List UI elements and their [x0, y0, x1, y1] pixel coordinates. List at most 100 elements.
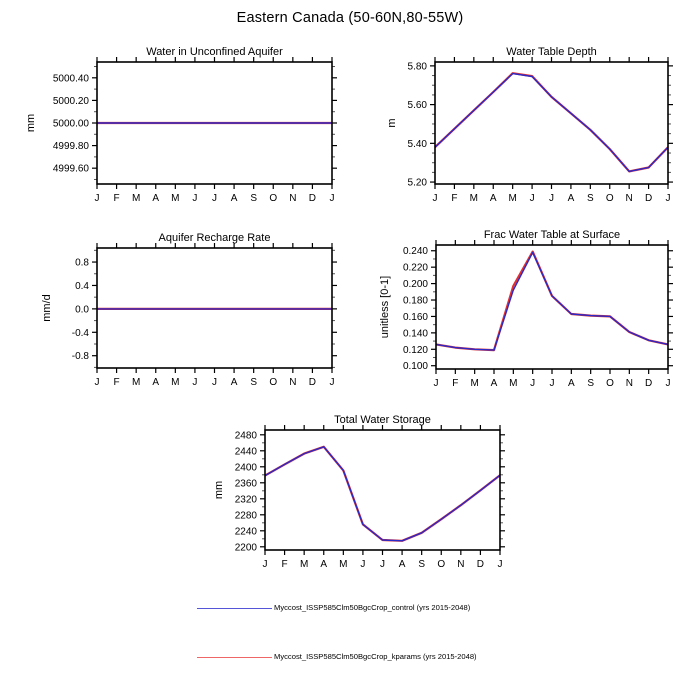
- x-tick-label: M: [132, 377, 140, 388]
- series-line-control: [435, 251, 669, 351]
- x-tick-label: D: [309, 377, 316, 388]
- page-title: Eastern Canada (50-60N,80-55W): [236, 10, 464, 26]
- x-tick-label: M: [470, 193, 478, 204]
- legend-item-kparams: Myccost_ISSP585Clm50BgcCrop_kparams (yrs…: [197, 652, 477, 662]
- x-tick-label: S: [587, 193, 594, 204]
- plot-frame: [434, 61, 669, 185]
- x-tick-label: S: [418, 559, 425, 570]
- x-tick-label: J: [666, 378, 671, 389]
- y-tick-label: 5000.00: [53, 119, 90, 130]
- x-tick-label: A: [320, 559, 327, 570]
- y-axis-label: mm/d: [41, 294, 53, 322]
- x-tick-label: N: [626, 193, 633, 204]
- series-line-kparams: [435, 250, 669, 352]
- chart-aquifer-recharge-rate: Aquifer Recharge Rate mm/d J F M A M J J A S O N D J -0…: [41, 232, 337, 388]
- y-tick-label: 0.140: [403, 328, 428, 339]
- chart-total-water-storage: Total Water Storage mm J F M A M J J A S O N D J 2200 22…: [213, 414, 505, 570]
- chart-water-in-unconfined-aquifer: Water in Unconfined Aquifer mm J F M A M J J A S O N…: [25, 46, 337, 204]
- y-axis-label: mm: [25, 114, 37, 132]
- y-tick-label: 0.220: [403, 263, 428, 274]
- x-tick-label: A: [491, 378, 498, 389]
- x-tick-label: J: [530, 193, 535, 204]
- x-tick-label: O: [269, 193, 277, 204]
- y-tick-label: -0.8: [72, 351, 90, 362]
- y-axis-label: mm: [213, 481, 225, 499]
- chart-title: Water in Unconfined Aquifer: [146, 46, 283, 58]
- y-tick-label: 0.240: [403, 246, 428, 257]
- x-tick-label: N: [457, 559, 464, 570]
- x-tick-label: M: [132, 193, 140, 204]
- legend-label-kparams: Myccost_ISSP585Clm50BgcCrop_kparams (yrs…: [274, 652, 477, 661]
- x-tick-label: J: [530, 378, 535, 389]
- x-tick-label: A: [152, 377, 159, 388]
- y-tick-label: -0.4: [72, 328, 90, 339]
- legend-item-control: Myccost_ISSP585Clm50BgcCrop_control (yrs…: [197, 603, 470, 613]
- x-tick-label: A: [152, 193, 159, 204]
- axis-ticks: [92, 57, 337, 189]
- axis-minor-ticks: [433, 258, 671, 359]
- x-tick-label: M: [509, 378, 517, 389]
- series-line-control: [434, 72, 669, 173]
- x-tick-label: J: [263, 559, 268, 570]
- plot-frame: [264, 429, 501, 551]
- x-tick-label: D: [309, 193, 316, 204]
- axis-tick-labels: J F M A M J J A S O N D J 4999.60 4999.80 5000.00 5000.2…: [53, 73, 335, 204]
- axis-tick-labels: J F M A M J J A S O N D J -0.8 -0.4 0.0 0.4 0.8: [72, 258, 335, 388]
- x-tick-label: F: [114, 193, 120, 204]
- legend-line-kparams: [197, 656, 272, 658]
- x-tick-label: S: [250, 193, 257, 204]
- chart-title: Frac Water Table at Surface: [484, 229, 620, 241]
- y-tick-label: 2480: [235, 430, 258, 441]
- x-tick-label: A: [231, 193, 238, 204]
- x-tick-label: J: [212, 193, 217, 204]
- x-tick-label: J: [434, 378, 439, 389]
- y-tick-label: 2240: [235, 526, 258, 537]
- y-tick-label: 2200: [235, 542, 258, 553]
- x-tick-label: M: [339, 559, 347, 570]
- plot-frame: [96, 247, 333, 369]
- x-tick-label: F: [114, 377, 120, 388]
- y-tick-label: 5.60: [408, 100, 428, 111]
- x-tick-label: J: [666, 193, 671, 204]
- y-tick-label: 0.200: [403, 279, 428, 290]
- y-tick-label: 2360: [235, 478, 258, 489]
- x-tick-label: J: [550, 378, 555, 389]
- chart-frac-water-table-at-surface: Frac Water Table at Surface unitless [0-1…: [379, 229, 673, 389]
- x-tick-label: A: [490, 193, 497, 204]
- y-tick-label: 5.80: [408, 61, 428, 72]
- y-tick-label: 0.8: [75, 258, 89, 269]
- x-tick-label: D: [645, 193, 652, 204]
- x-tick-label: M: [171, 377, 179, 388]
- y-tick-label: 2280: [235, 510, 258, 521]
- x-tick-label: A: [568, 193, 575, 204]
- y-tick-label: 4999.80: [53, 141, 90, 152]
- series-line-kparams: [264, 445, 501, 542]
- axis-ticks: [260, 425, 505, 555]
- x-tick-label: M: [470, 378, 478, 389]
- y-tick-label: 0.180: [403, 296, 428, 307]
- series-line-kparams: [434, 72, 669, 173]
- x-tick-label: J: [433, 193, 438, 204]
- axis-minor-ticks: [432, 75, 671, 173]
- x-tick-label: A: [568, 378, 575, 389]
- x-tick-label: A: [231, 377, 238, 388]
- y-tick-label: 2400: [235, 462, 258, 473]
- x-tick-label: M: [171, 193, 179, 204]
- y-tick-label: 0.160: [403, 312, 428, 323]
- x-tick-label: J: [380, 559, 385, 570]
- x-tick-label: F: [451, 193, 457, 204]
- chart-title: Aquifer Recharge Rate: [159, 232, 271, 244]
- y-tick-label: 2440: [235, 446, 258, 457]
- x-tick-label: S: [250, 377, 257, 388]
- axis-tick-labels: J F M A M J J A S O N D J0.1000.1200.1400.1600.1800.…: [403, 246, 671, 389]
- y-tick-label: 5.40: [408, 139, 428, 150]
- x-tick-label: J: [192, 193, 197, 204]
- x-tick-label: J: [212, 377, 217, 388]
- x-tick-label: F: [452, 378, 458, 389]
- y-tick-label: 4999.60: [53, 164, 90, 175]
- x-tick-label: N: [626, 378, 633, 389]
- series-line-control: [264, 446, 501, 542]
- x-tick-label: D: [645, 378, 652, 389]
